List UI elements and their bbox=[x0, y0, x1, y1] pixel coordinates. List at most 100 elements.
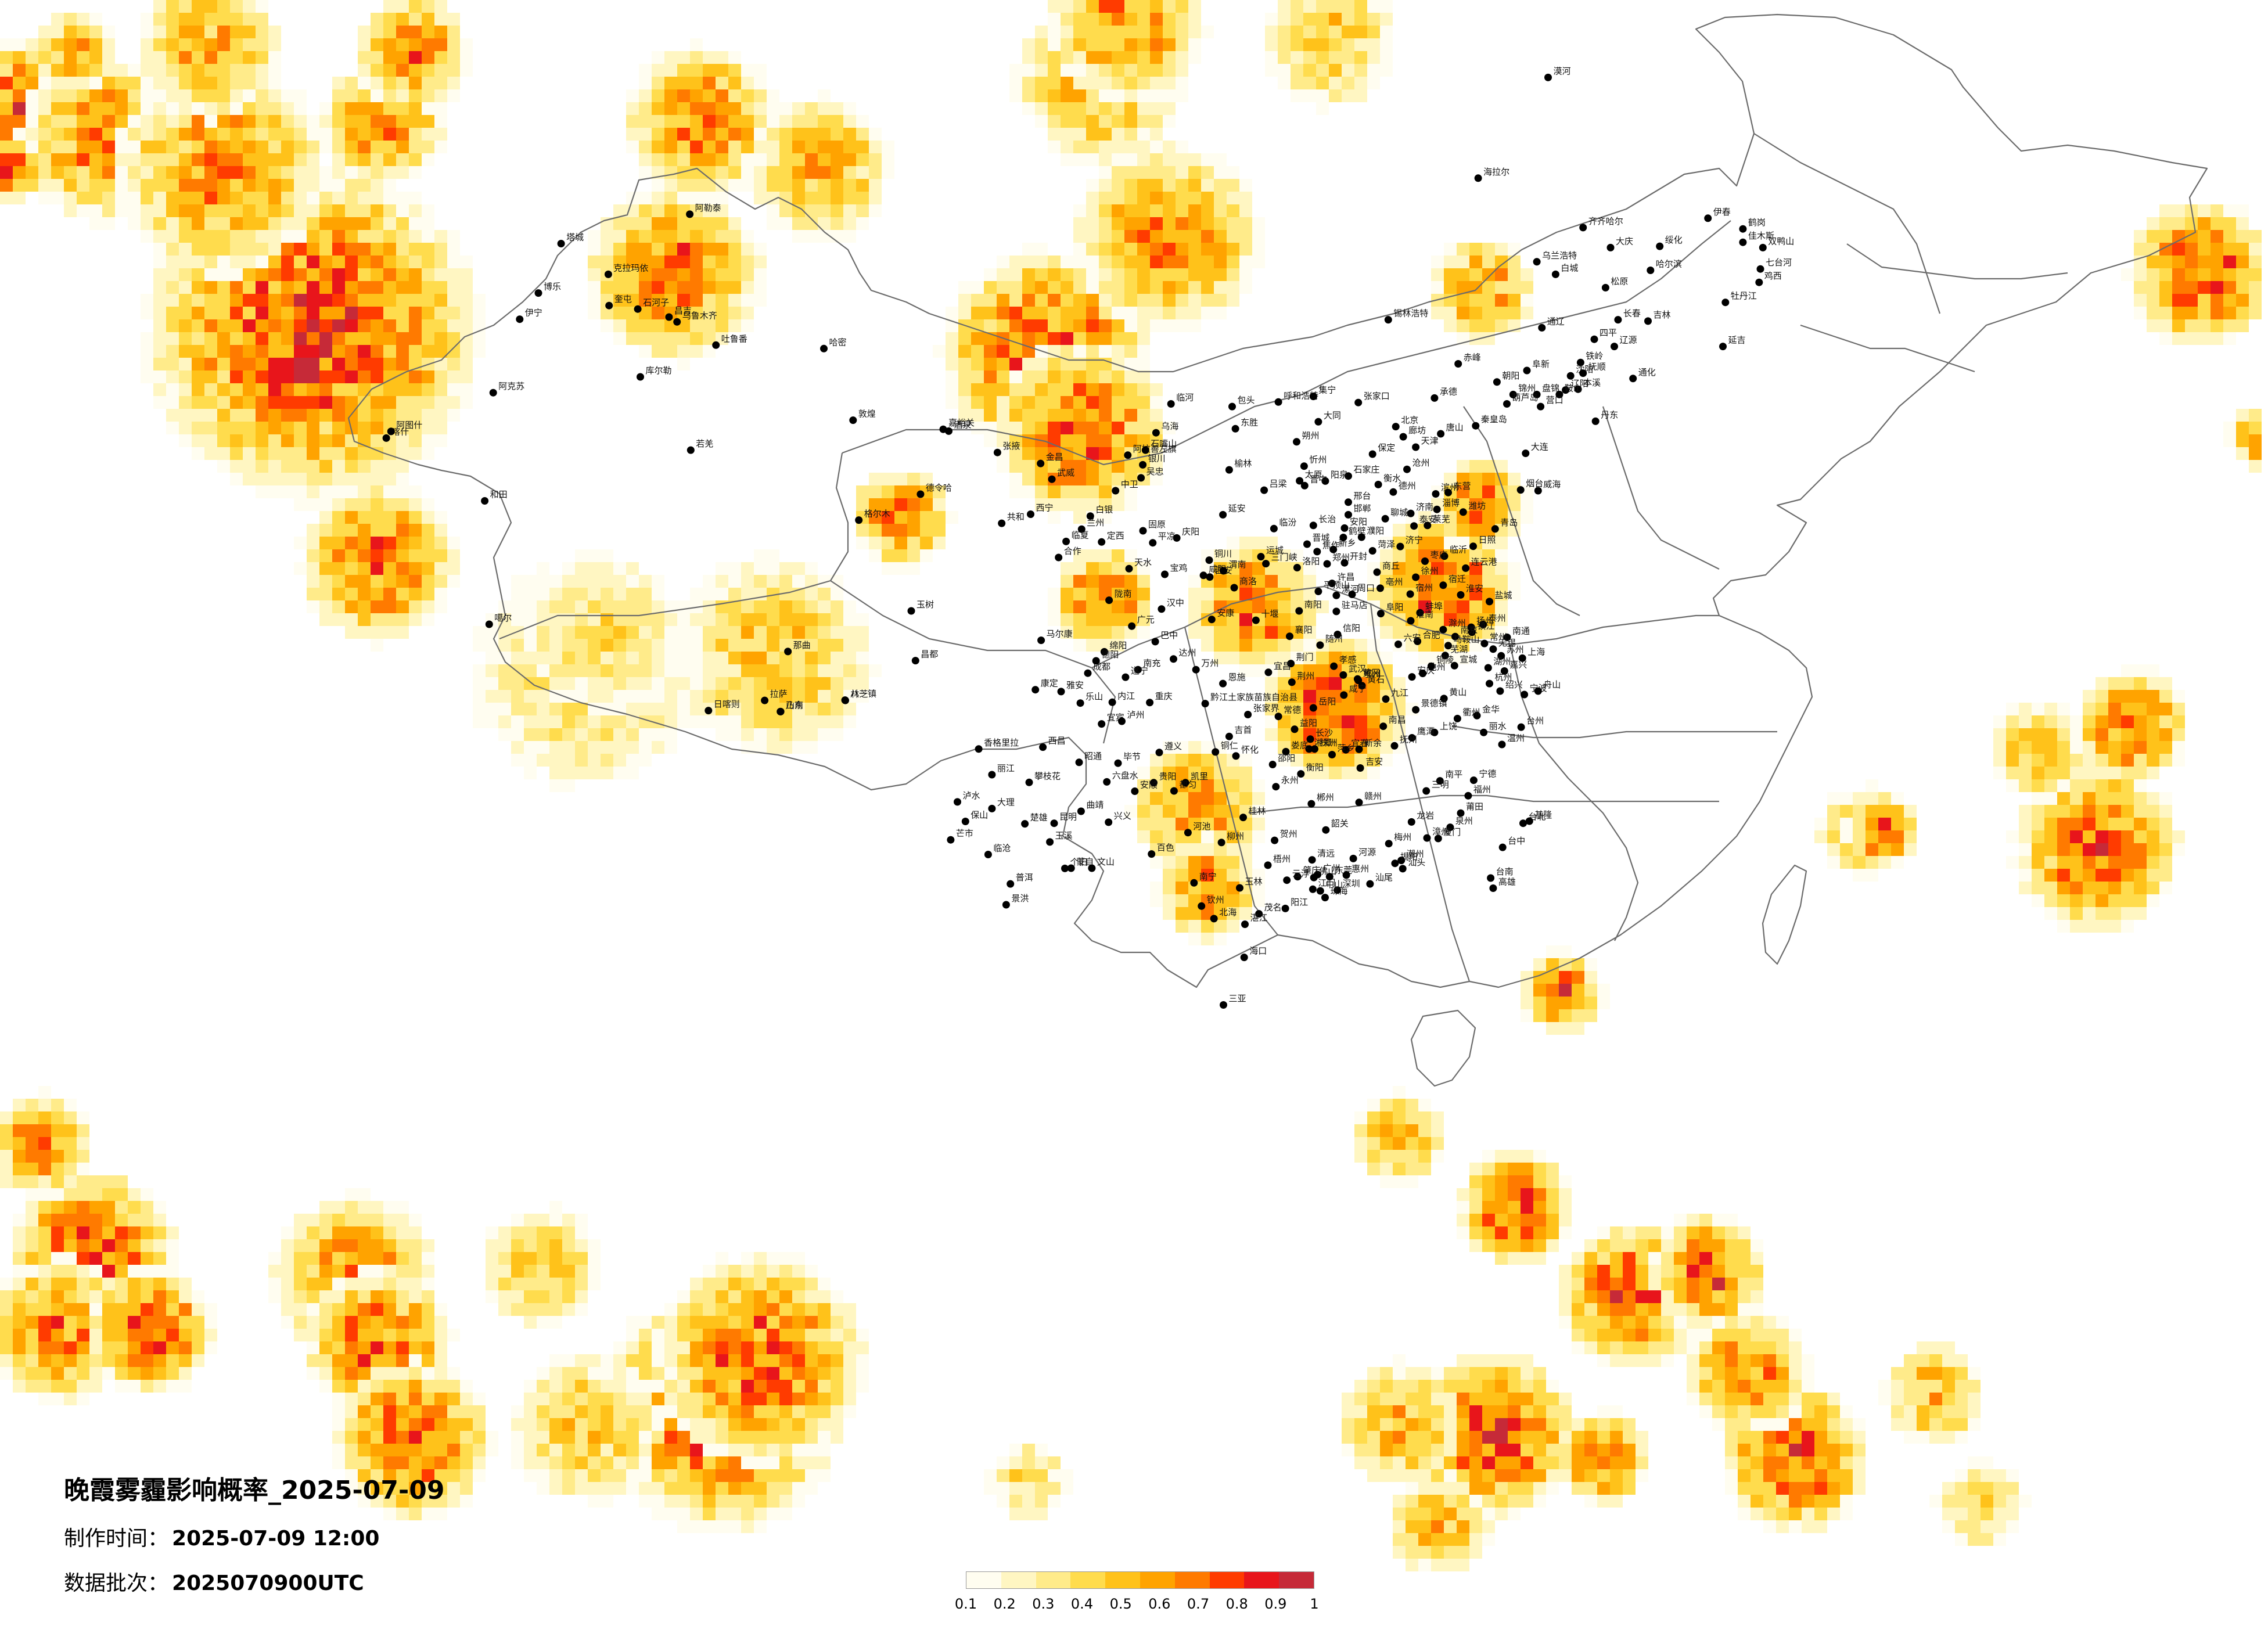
haze-cell bbox=[179, 204, 192, 217]
haze-cell bbox=[1827, 1495, 1840, 1508]
haze-cell bbox=[1137, 588, 1150, 600]
haze-cell bbox=[1546, 1418, 1559, 1431]
haze-cell bbox=[256, 89, 268, 102]
haze-cell bbox=[1725, 1252, 1738, 1265]
haze-cell bbox=[358, 319, 371, 332]
haze-cell bbox=[1738, 1405, 1751, 1418]
haze-cell bbox=[1188, 869, 1201, 882]
haze-cell bbox=[358, 370, 371, 383]
haze-cell bbox=[1725, 1316, 1738, 1329]
haze-cell bbox=[1227, 856, 1239, 869]
haze-cell bbox=[256, 268, 268, 281]
haze-cell bbox=[307, 179, 319, 192]
haze-cell bbox=[1061, 89, 1073, 102]
haze-cell bbox=[997, 409, 1009, 422]
haze-cell bbox=[1329, 13, 1342, 26]
haze-cell bbox=[626, 703, 639, 715]
haze-cell bbox=[805, 153, 818, 166]
haze-cell bbox=[933, 524, 946, 537]
haze-cell bbox=[243, 230, 256, 243]
haze-cell bbox=[1278, 51, 1291, 64]
haze-cell bbox=[1239, 626, 1252, 639]
haze-cell bbox=[1124, 485, 1137, 498]
haze-cell bbox=[997, 396, 1009, 409]
haze-cell bbox=[1099, 613, 1112, 626]
haze-cell bbox=[971, 281, 984, 294]
haze-cell bbox=[2249, 243, 2262, 256]
haze-cell bbox=[294, 153, 307, 166]
haze-cell bbox=[1802, 1431, 1814, 1444]
haze-cell bbox=[626, 102, 639, 115]
haze-cell bbox=[1061, 13, 1073, 26]
haze-cell bbox=[396, 307, 409, 319]
haze-cell bbox=[1482, 1418, 1495, 1431]
haze-cell bbox=[1061, 613, 1073, 626]
haze-cell bbox=[2134, 856, 2147, 869]
haze-cell bbox=[64, 102, 77, 115]
haze-cell bbox=[1584, 1290, 1597, 1303]
haze-cell bbox=[1521, 1456, 1533, 1469]
haze-cell bbox=[537, 690, 549, 703]
haze-cell bbox=[358, 281, 371, 294]
haze-cell bbox=[332, 294, 345, 307]
haze-cell bbox=[703, 715, 716, 728]
haze-cell bbox=[166, 141, 179, 153]
haze-cell bbox=[204, 141, 217, 153]
haze-cell bbox=[396, 600, 409, 613]
haze-cell bbox=[1227, 907, 1239, 920]
haze-cell bbox=[1699, 1316, 1712, 1329]
haze-cell bbox=[524, 703, 537, 715]
haze-cell bbox=[920, 537, 933, 549]
haze-cell bbox=[166, 422, 179, 434]
haze-cell bbox=[1508, 1252, 1521, 1265]
haze-cell bbox=[652, 230, 664, 243]
haze-cell bbox=[396, 511, 409, 524]
haze-cell bbox=[1738, 1329, 1751, 1341]
haze-cell bbox=[1252, 818, 1265, 830]
haze-cell bbox=[1061, 153, 1073, 166]
haze-cell bbox=[805, 562, 818, 575]
haze-cell bbox=[588, 728, 601, 741]
haze-cell bbox=[1201, 626, 1214, 639]
haze-cell bbox=[869, 153, 882, 166]
haze-cell bbox=[1840, 1431, 1853, 1444]
haze-cell bbox=[243, 243, 256, 256]
haze-cell bbox=[371, 485, 383, 498]
haze-cell bbox=[1878, 856, 1891, 869]
haze-cell bbox=[754, 1316, 767, 1329]
haze-cell bbox=[1252, 562, 1265, 575]
haze-cell bbox=[192, 153, 204, 166]
haze-cell bbox=[38, 141, 51, 153]
haze-cell bbox=[805, 204, 818, 217]
haze-cell bbox=[1291, 0, 1303, 13]
haze-cell bbox=[1648, 1316, 1661, 1329]
haze-cell bbox=[409, 562, 422, 575]
haze-cell bbox=[1431, 588, 1444, 600]
haze-cell bbox=[754, 1482, 767, 1495]
haze-cell bbox=[1278, 64, 1291, 77]
haze-cell bbox=[1904, 1354, 1917, 1367]
haze-cell bbox=[1699, 1239, 1712, 1252]
haze-cell bbox=[281, 166, 294, 179]
haze-cell bbox=[703, 345, 716, 358]
haze-cell bbox=[1367, 754, 1380, 767]
haze-cell bbox=[728, 639, 741, 652]
haze-cell bbox=[716, 1341, 728, 1354]
haze-cell bbox=[281, 115, 294, 128]
haze-cell bbox=[741, 179, 754, 192]
haze-cell bbox=[1124, 38, 1137, 51]
haze-cell bbox=[984, 396, 997, 409]
haze-cell bbox=[307, 166, 319, 179]
haze-cell bbox=[779, 1290, 792, 1303]
haze-cell bbox=[1814, 1520, 1827, 1533]
haze-cell bbox=[1469, 1188, 1482, 1201]
haze-cell bbox=[371, 204, 383, 217]
haze-cell bbox=[1176, 51, 1188, 64]
haze-cell bbox=[332, 575, 345, 588]
haze-cell bbox=[894, 549, 907, 562]
haze-cell bbox=[741, 166, 754, 179]
haze-cell bbox=[1457, 1188, 1469, 1201]
haze-cell bbox=[1469, 1367, 1482, 1380]
haze-cell bbox=[1521, 1393, 1533, 1405]
haze-cell bbox=[677, 307, 690, 319]
